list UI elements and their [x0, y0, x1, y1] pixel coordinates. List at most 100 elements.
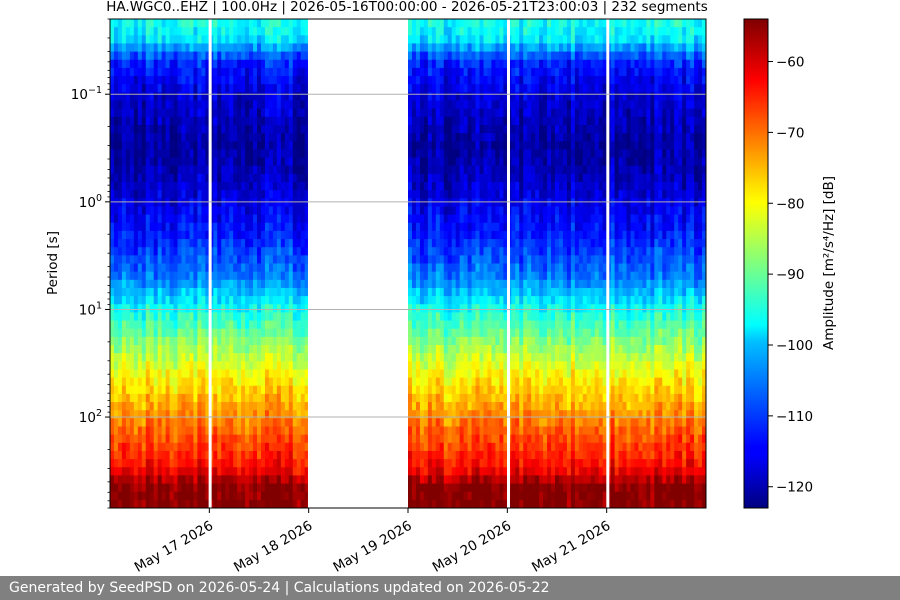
heatmap-cell [272, 499, 278, 508]
heatmap-cell [241, 173, 246, 183]
heatmap-cell [169, 51, 175, 61]
heatmap-cell [284, 336, 290, 346]
heatmap-cell [121, 19, 127, 28]
heatmap-cell [264, 59, 270, 69]
heatmap-cell [419, 418, 425, 428]
heatmap-cell [189, 442, 195, 452]
heatmap-cell [110, 173, 115, 183]
heatmap-cell [241, 206, 246, 216]
heatmap-cell [411, 214, 417, 224]
heatmap-cell [217, 467, 222, 476]
heatmap-cell [153, 402, 159, 411]
heatmap-cell [113, 247, 119, 256]
heatmap-cell [304, 296, 310, 305]
heatmap-cell [304, 19, 310, 28]
heatmap-cell [288, 312, 294, 322]
heatmap-cell [280, 67, 286, 77]
heatmap-cell [431, 116, 437, 126]
heatmap-cell [181, 312, 187, 322]
heatmap-cell [249, 116, 254, 126]
heatmap-cell [201, 328, 206, 338]
heatmap-cell [145, 247, 151, 256]
heatmap-cell [292, 434, 298, 444]
heatmap-cell [157, 467, 163, 476]
heatmap-cell [284, 499, 290, 508]
heatmap-cell [169, 385, 175, 395]
heatmap-cell [237, 418, 242, 428]
heatmap-cell [280, 271, 286, 281]
heatmap-cell [193, 377, 199, 387]
heatmap-cell [189, 385, 195, 395]
heatmap-cell [177, 467, 183, 476]
heatmap-cell [121, 336, 127, 346]
heatmap-cell [296, 67, 302, 77]
heatmap-cell [415, 279, 421, 289]
heatmap-cell [427, 499, 433, 508]
heatmap-cell [205, 499, 210, 508]
heatmap-cell [245, 230, 250, 240]
heatmap-cell [300, 141, 306, 150]
heatmap-cell [225, 459, 230, 468]
heatmap-cell [268, 214, 274, 224]
heatmap-cell [431, 27, 437, 36]
heatmap-cell [125, 43, 131, 53]
heatmap-cell [189, 198, 195, 208]
heatmap-cell [229, 230, 234, 240]
heatmap-cell [427, 483, 433, 493]
heatmap-cell [129, 19, 135, 28]
heatmap-cell [431, 328, 437, 338]
heatmap-cell [177, 92, 183, 102]
heatmap-cell [129, 336, 135, 346]
heatmap-cell [296, 328, 302, 338]
heatmap-cell [435, 35, 441, 45]
heatmap-cell [149, 222, 155, 232]
heatmap-cell [253, 279, 258, 289]
heatmap-cell [153, 377, 159, 387]
heatmap-cell [125, 459, 131, 468]
heatmap-cell [157, 173, 163, 183]
heatmap-cell [272, 361, 278, 371]
heatmap-cell [169, 230, 175, 240]
heatmap-cell [225, 304, 230, 313]
heatmap-cell [229, 499, 234, 508]
heatmap-cell [169, 43, 175, 53]
heatmap-cell [268, 198, 274, 208]
heatmap-cell [288, 108, 294, 118]
heatmap-cell [237, 35, 242, 45]
heatmap-cell [304, 450, 310, 460]
heatmap-cell [304, 133, 310, 142]
heatmap-cell [161, 222, 167, 232]
heatmap-cell [245, 483, 250, 493]
heatmap-cell [145, 402, 151, 411]
heatmap-cell [439, 100, 445, 110]
heatmap-cell [253, 450, 258, 460]
heatmap-cell [189, 92, 195, 102]
heatmap-cell [408, 475, 413, 485]
heatmap-cell [110, 230, 115, 240]
heatmap-cell [423, 418, 429, 428]
heatmap-cell [221, 459, 226, 468]
heatmap-cell [280, 361, 286, 371]
heatmap-cell [213, 206, 218, 216]
heatmap-cell [245, 320, 250, 330]
heatmap-cell [419, 84, 425, 93]
heatmap-cell [153, 467, 159, 476]
heatmap-cell [157, 182, 163, 191]
heatmap-cell [233, 100, 238, 110]
heatmap-cell [431, 230, 437, 240]
heatmap-cell [272, 369, 278, 379]
heatmap-cell [173, 459, 179, 468]
heatmap-cell [165, 214, 171, 224]
heatmap-cell [217, 222, 222, 232]
heatmap-cell [141, 198, 147, 208]
heatmap-cell [233, 296, 238, 305]
heatmap-cell [141, 255, 147, 265]
heatmap-cell [133, 124, 139, 134]
heatmap-cell [201, 173, 206, 183]
heatmap-cell [113, 279, 119, 289]
heatmap-cell [185, 328, 191, 338]
heatmap-cell [411, 279, 417, 289]
heatmap-cell [173, 100, 179, 110]
heatmap-cell [133, 304, 139, 313]
heatmap-cell [268, 467, 274, 476]
